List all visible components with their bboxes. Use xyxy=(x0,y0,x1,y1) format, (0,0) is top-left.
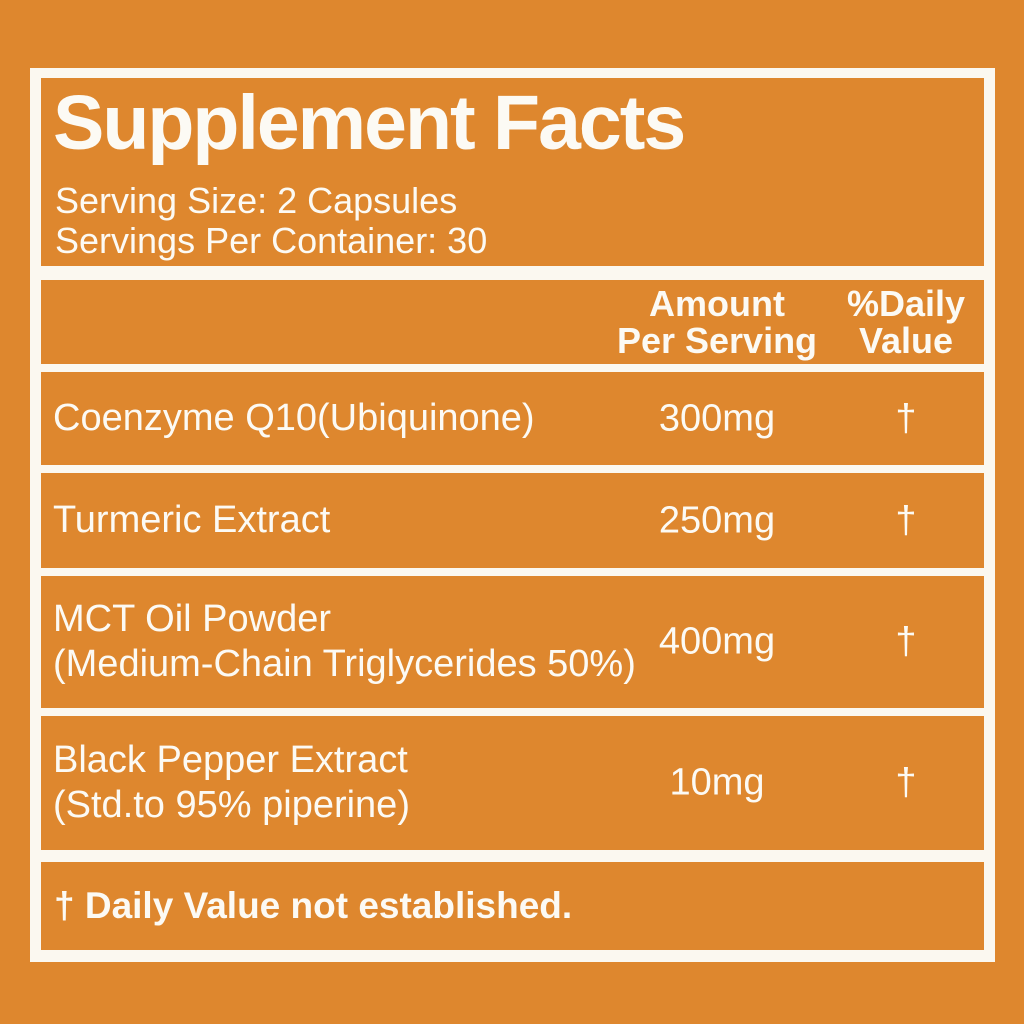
dv-header-line1: %Daily xyxy=(846,283,966,324)
ingredient-row-mct-oil-powder: MCT Oil Powder (Medium-Chain Triglycerid… xyxy=(41,576,984,708)
ingredient-amount: 10mg xyxy=(669,761,765,804)
ingredient-amount: 400mg xyxy=(658,620,776,663)
row-divider xyxy=(41,364,984,372)
servings-per-container-text: Servings Per Container: 30 xyxy=(55,220,488,261)
dv-header-line2: Value xyxy=(858,320,954,361)
section-divider xyxy=(41,850,984,862)
section-divider xyxy=(41,266,984,280)
ingredient-name-line1: MCT Oil Powder xyxy=(53,598,332,640)
ingredient-daily-value-dagger: † xyxy=(895,620,917,663)
ingredient-name: Turmeric Extract xyxy=(41,498,330,543)
serving-info: Serving Size: 2 Capsules Servings Per Co… xyxy=(55,181,487,261)
serving-size-text: Serving Size: 2 Capsules xyxy=(55,180,458,221)
ingredient-name-line1: Black Pepper Extract xyxy=(53,739,408,781)
ingredient-name: MCT Oil Powder (Medium-Chain Triglycerid… xyxy=(41,597,636,687)
ingredient-amount: 300mg xyxy=(658,397,776,439)
ingredient-name-line2: (Std.to 95% piperine) xyxy=(53,784,410,826)
ingredient-daily-value-dagger: † xyxy=(895,761,917,804)
ingredient-amount: 250mg xyxy=(658,499,776,541)
ingredient-name-line2: (Medium-Chain Triglycerides 50%) xyxy=(53,643,636,685)
footnote-section: † Daily Value not established. xyxy=(41,862,984,950)
ingredient-row-turmeric-extract: Turmeric Extract 250mg † xyxy=(41,473,984,568)
row-divider xyxy=(41,568,984,576)
ingredient-name: Coenzyme Q10(Ubiquinone) xyxy=(41,396,535,441)
ingredient-row-black-pepper-extract: Black Pepper Extract (Std.to 95% piperin… xyxy=(41,716,984,850)
amount-header-line1: Amount xyxy=(649,283,785,324)
supplement-facts-panel: Supplement Facts Serving Size: 2 Capsule… xyxy=(30,68,995,962)
row-divider xyxy=(41,465,984,473)
column-header-section: Amount Per Serving %Daily Value xyxy=(41,280,984,364)
title-section: Supplement Facts Serving Size: 2 Capsule… xyxy=(41,78,984,266)
ingredient-daily-value-dagger: † xyxy=(895,397,917,439)
ingredient-name: Black Pepper Extract (Std.to 95% piperin… xyxy=(41,738,410,828)
amount-header-line2: Per Serving xyxy=(616,320,818,361)
daily-value-footnote: † Daily Value not established. xyxy=(54,885,573,926)
ingredient-name-line1: Coenzyme Q10(Ubiquinone) xyxy=(53,397,535,439)
panel-title: Supplement Facts xyxy=(53,80,686,166)
daily-value-header: %Daily Value xyxy=(846,285,966,359)
amount-per-serving-header: Amount Per Serving xyxy=(601,285,833,359)
row-divider xyxy=(41,708,984,716)
ingredient-name-line1: Turmeric Extract xyxy=(53,499,331,541)
ingredient-daily-value-dagger: † xyxy=(895,499,917,541)
ingredient-row-coenzyme-q10: Coenzyme Q10(Ubiquinone) 300mg † xyxy=(41,372,984,465)
